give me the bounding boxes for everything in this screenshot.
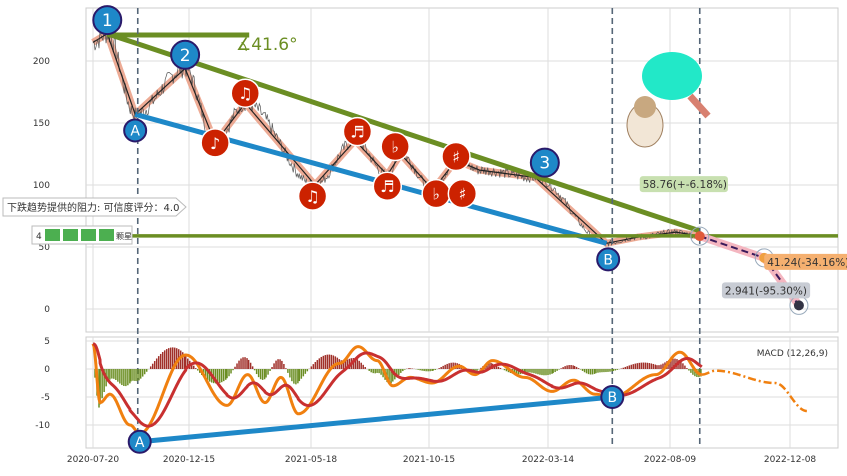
note-marker-circle — [200, 128, 230, 158]
wave-label: 1 — [102, 11, 113, 31]
x-tick-label: 2021-10-15 — [403, 455, 455, 465]
resistance-label: 下跌趋势提供的阻力: 可信度评分：4.0 — [7, 201, 179, 214]
macd-signal-line — [92, 342, 703, 428]
note-marker-circle — [297, 181, 328, 211]
rating-star-icon — [99, 229, 114, 241]
note-marker: ♬ — [350, 123, 364, 142]
note-marker: ♫ — [305, 187, 319, 206]
macd-title: MACD (12,26,9) — [757, 349, 828, 359]
forecast-label-bg — [721, 282, 811, 299]
macd-divergence-line — [139, 394, 613, 445]
note-marker: ♬ — [380, 177, 394, 196]
rating-suffix: 颗星 — [116, 232, 132, 241]
note-marker: ♭ — [391, 138, 399, 157]
rating-star-icon — [81, 229, 96, 241]
forecast-label-text: 41.24(-34.16%) — [767, 257, 847, 269]
note-marker-circle — [441, 141, 471, 172]
y-tick-label: 50 — [39, 243, 51, 253]
forecast-label: 58.76(+-6.18%) — [639, 176, 728, 193]
note-marker-circle — [342, 116, 373, 147]
forecast-label-text: 2.941(-95.30%) — [725, 285, 807, 297]
paddle-handle — [687, 93, 711, 119]
dog-head — [634, 96, 656, 118]
resistance-callout — [2, 197, 187, 217]
x-tick-label: 2022-03-14 — [522, 455, 575, 465]
wave-label: A — [130, 123, 140, 139]
wave-label: B — [603, 252, 613, 268]
y-tick-label: 150 — [33, 119, 50, 129]
note-marker: ♭ — [432, 185, 440, 204]
y-tick-label: 100 — [33, 181, 50, 191]
macd-dif-line — [91, 343, 702, 435]
x-tick-label: 2021-05-18 — [285, 455, 338, 465]
macd-y-tick-label: 5 — [44, 337, 50, 347]
wave-label-circle — [92, 5, 123, 36]
macd-label-circle — [600, 385, 625, 409]
note-marker-circle — [230, 78, 260, 108]
macd-label: B — [607, 390, 617, 406]
macd-y-tick-label: 0 — [44, 365, 50, 375]
note-marker-circle — [380, 131, 410, 162]
note-marker: ♫ — [238, 84, 252, 103]
macd-forecast-line — [701, 369, 807, 413]
macd-label: A — [135, 435, 145, 451]
note-marker: ♪ — [210, 134, 220, 153]
macd-y-tick-label: -5 — [41, 393, 50, 403]
forecast-point — [793, 300, 804, 311]
rating-star-icon — [63, 229, 78, 241]
resistance-line — [106, 31, 701, 234]
forecast-label-bg — [764, 253, 847, 270]
x-tick-label: 2022-12-08 — [764, 455, 817, 465]
x-tick-label: 2022-08-09 — [644, 455, 697, 465]
note-marker-circle — [447, 178, 478, 209]
wave-label: 2 — [180, 46, 191, 66]
wave-label-circle — [123, 118, 148, 143]
y-tick-label: 0 — [44, 305, 50, 315]
wave-label-circle — [596, 247, 621, 272]
x-tick-label: 2020-12-15 — [163, 455, 215, 465]
forecast-label-bg — [639, 176, 728, 193]
forecast-label: 2.941(-95.30%) — [721, 282, 811, 299]
wave-label-circle — [170, 39, 201, 70]
forecast-point-ring — [690, 226, 710, 246]
wave-label: 3 — [539, 154, 550, 174]
note-marker: ♯ — [452, 147, 460, 166]
forecast-label-text: 58.76(+-6.18%) — [643, 179, 727, 191]
macd-label-circle — [127, 429, 152, 454]
note-marker-circle — [372, 171, 403, 201]
mascot-sticker-icon — [626, 52, 711, 148]
rating-score: 4 — [36, 232, 42, 242]
macd-y-tick-label: -10 — [35, 421, 50, 431]
macd-panel — [85, 336, 839, 449]
angle-label: ∡41.6° — [236, 35, 298, 55]
y-tick-label: 200 — [33, 57, 50, 67]
note-marker: ♯ — [458, 185, 466, 204]
forecast-label: 41.24(-34.16%) — [764, 253, 847, 270]
paddle-icon — [642, 52, 702, 100]
wave-label-circle — [529, 147, 560, 178]
x-tick-label: 2020-07-20 — [67, 455, 120, 465]
forecast-point — [694, 231, 705, 242]
price-panel — [85, 7, 839, 333]
rating-star-icon — [45, 229, 60, 241]
